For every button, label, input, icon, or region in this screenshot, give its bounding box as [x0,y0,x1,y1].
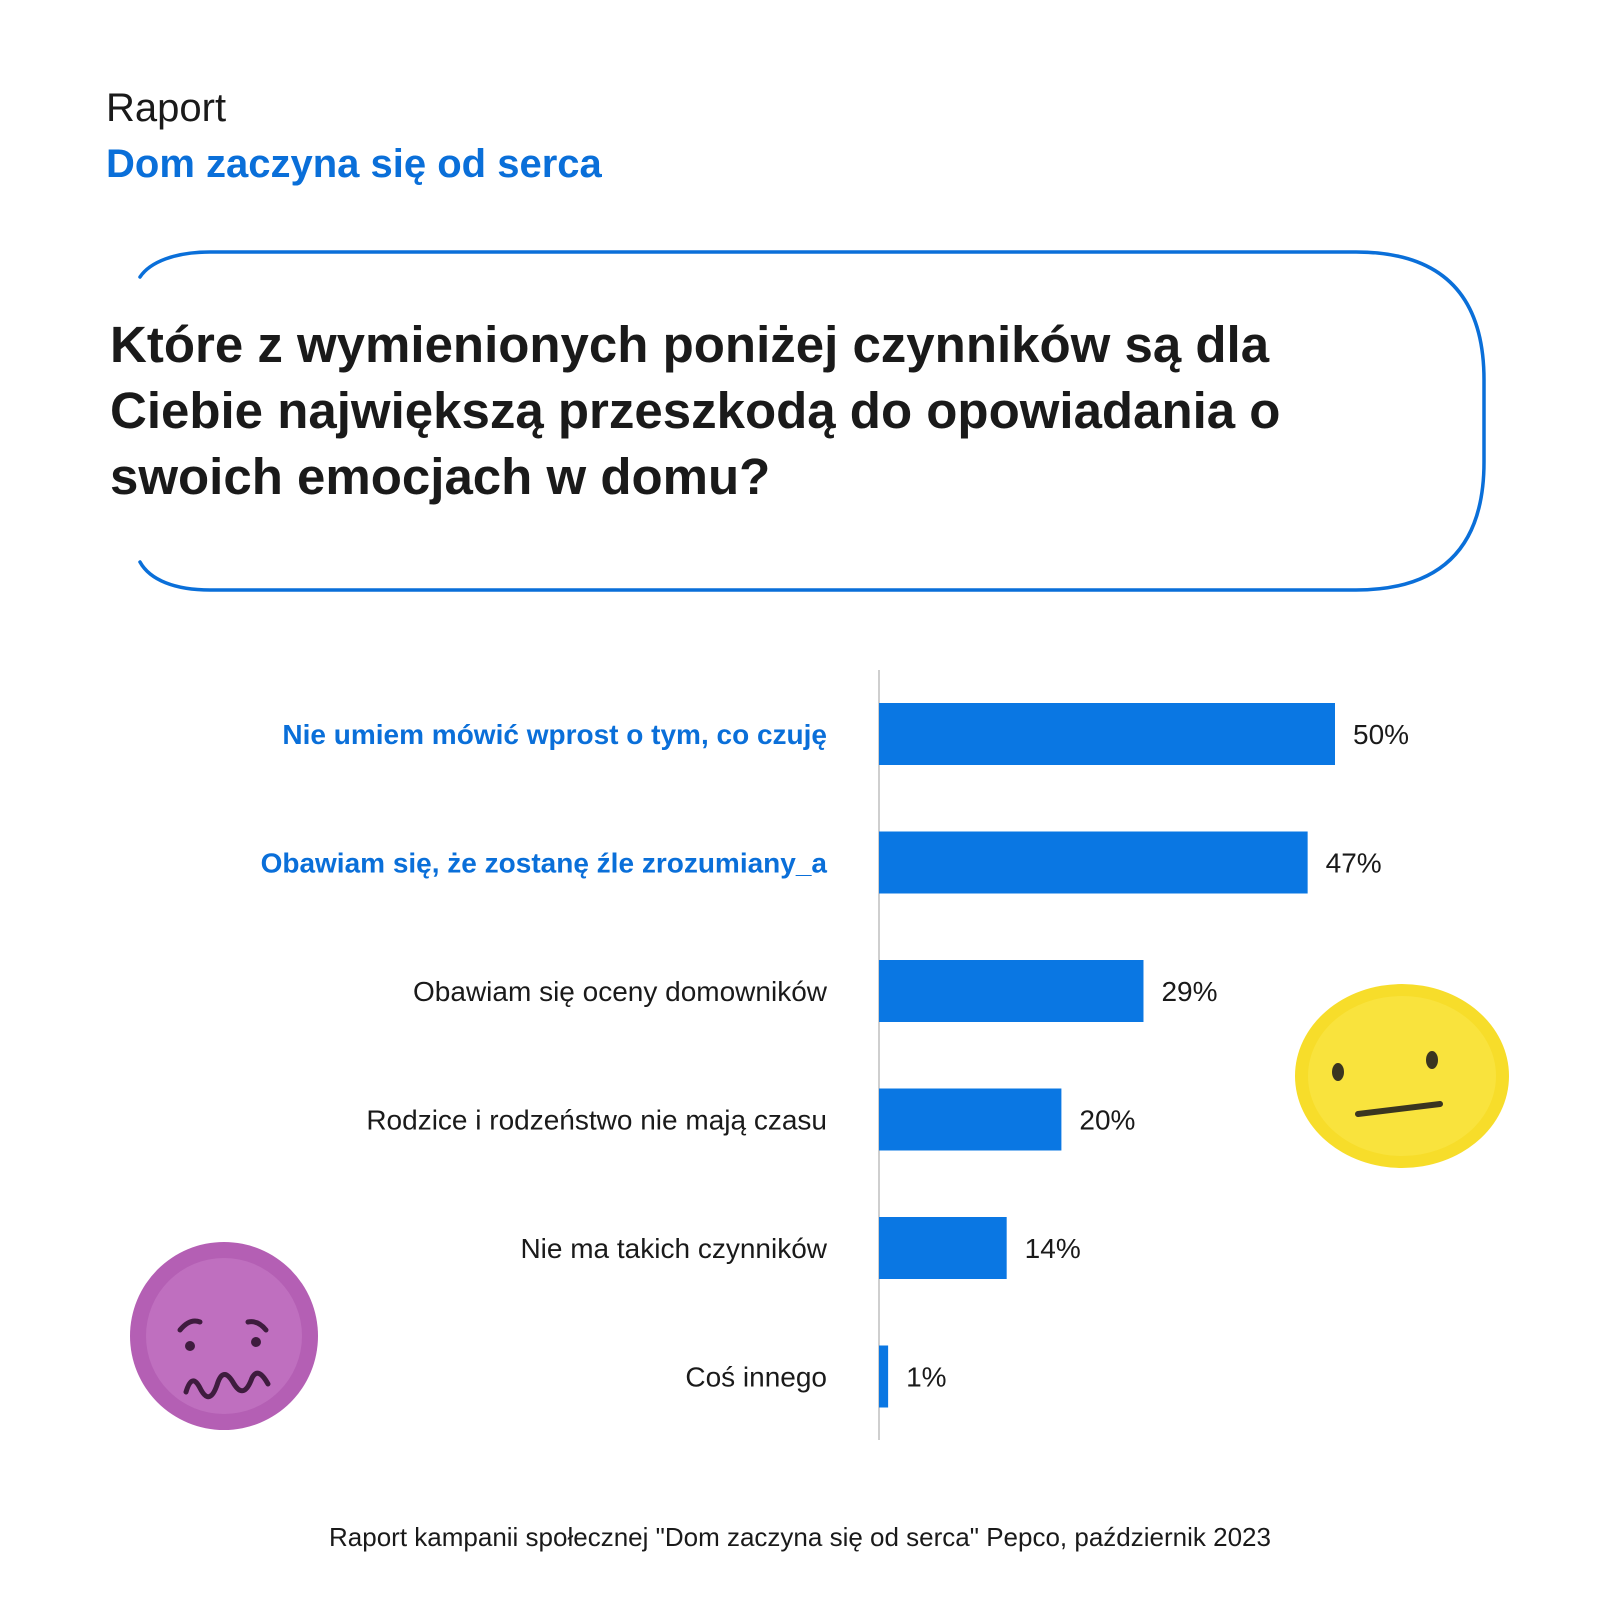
bar [879,1088,1062,1151]
value-label: 29% [1161,976,1217,1007]
bar [879,1217,1007,1279]
value-label: 50% [1353,719,1409,750]
question-text: Które z wymienionych poniżej czynników s… [110,316,1281,505]
category-label: Obawiam się, że zostanę źle zrozumiany_a [261,848,828,879]
value-label: 20% [1079,1105,1135,1136]
neutral-face-icon [1295,984,1509,1168]
bar [879,831,1308,894]
category-label: Rodzice i rodzeństwo nie mają czasu [366,1105,827,1136]
bar [879,1345,889,1408]
bar [879,703,1335,765]
category-label: Nie umiem mówić wprost o tym, co czuję [282,719,827,750]
value-label: 47% [1326,848,1382,879]
report-label: Raport [106,86,227,130]
category-label: Coś innego [685,1362,827,1393]
value-label: 14% [1025,1233,1081,1264]
category-label: Nie ma takich czynników [520,1233,827,1264]
value-label: 1% [906,1362,946,1393]
source-note: Raport kampanii społecznej "Dom zaczyna … [329,1522,1271,1552]
bar [879,960,1144,1022]
category-label: Obawiam się oceny domowników [413,976,828,1007]
report-title: Dom zaczyna się od serca [106,142,602,186]
worried-face-icon [130,1242,318,1430]
